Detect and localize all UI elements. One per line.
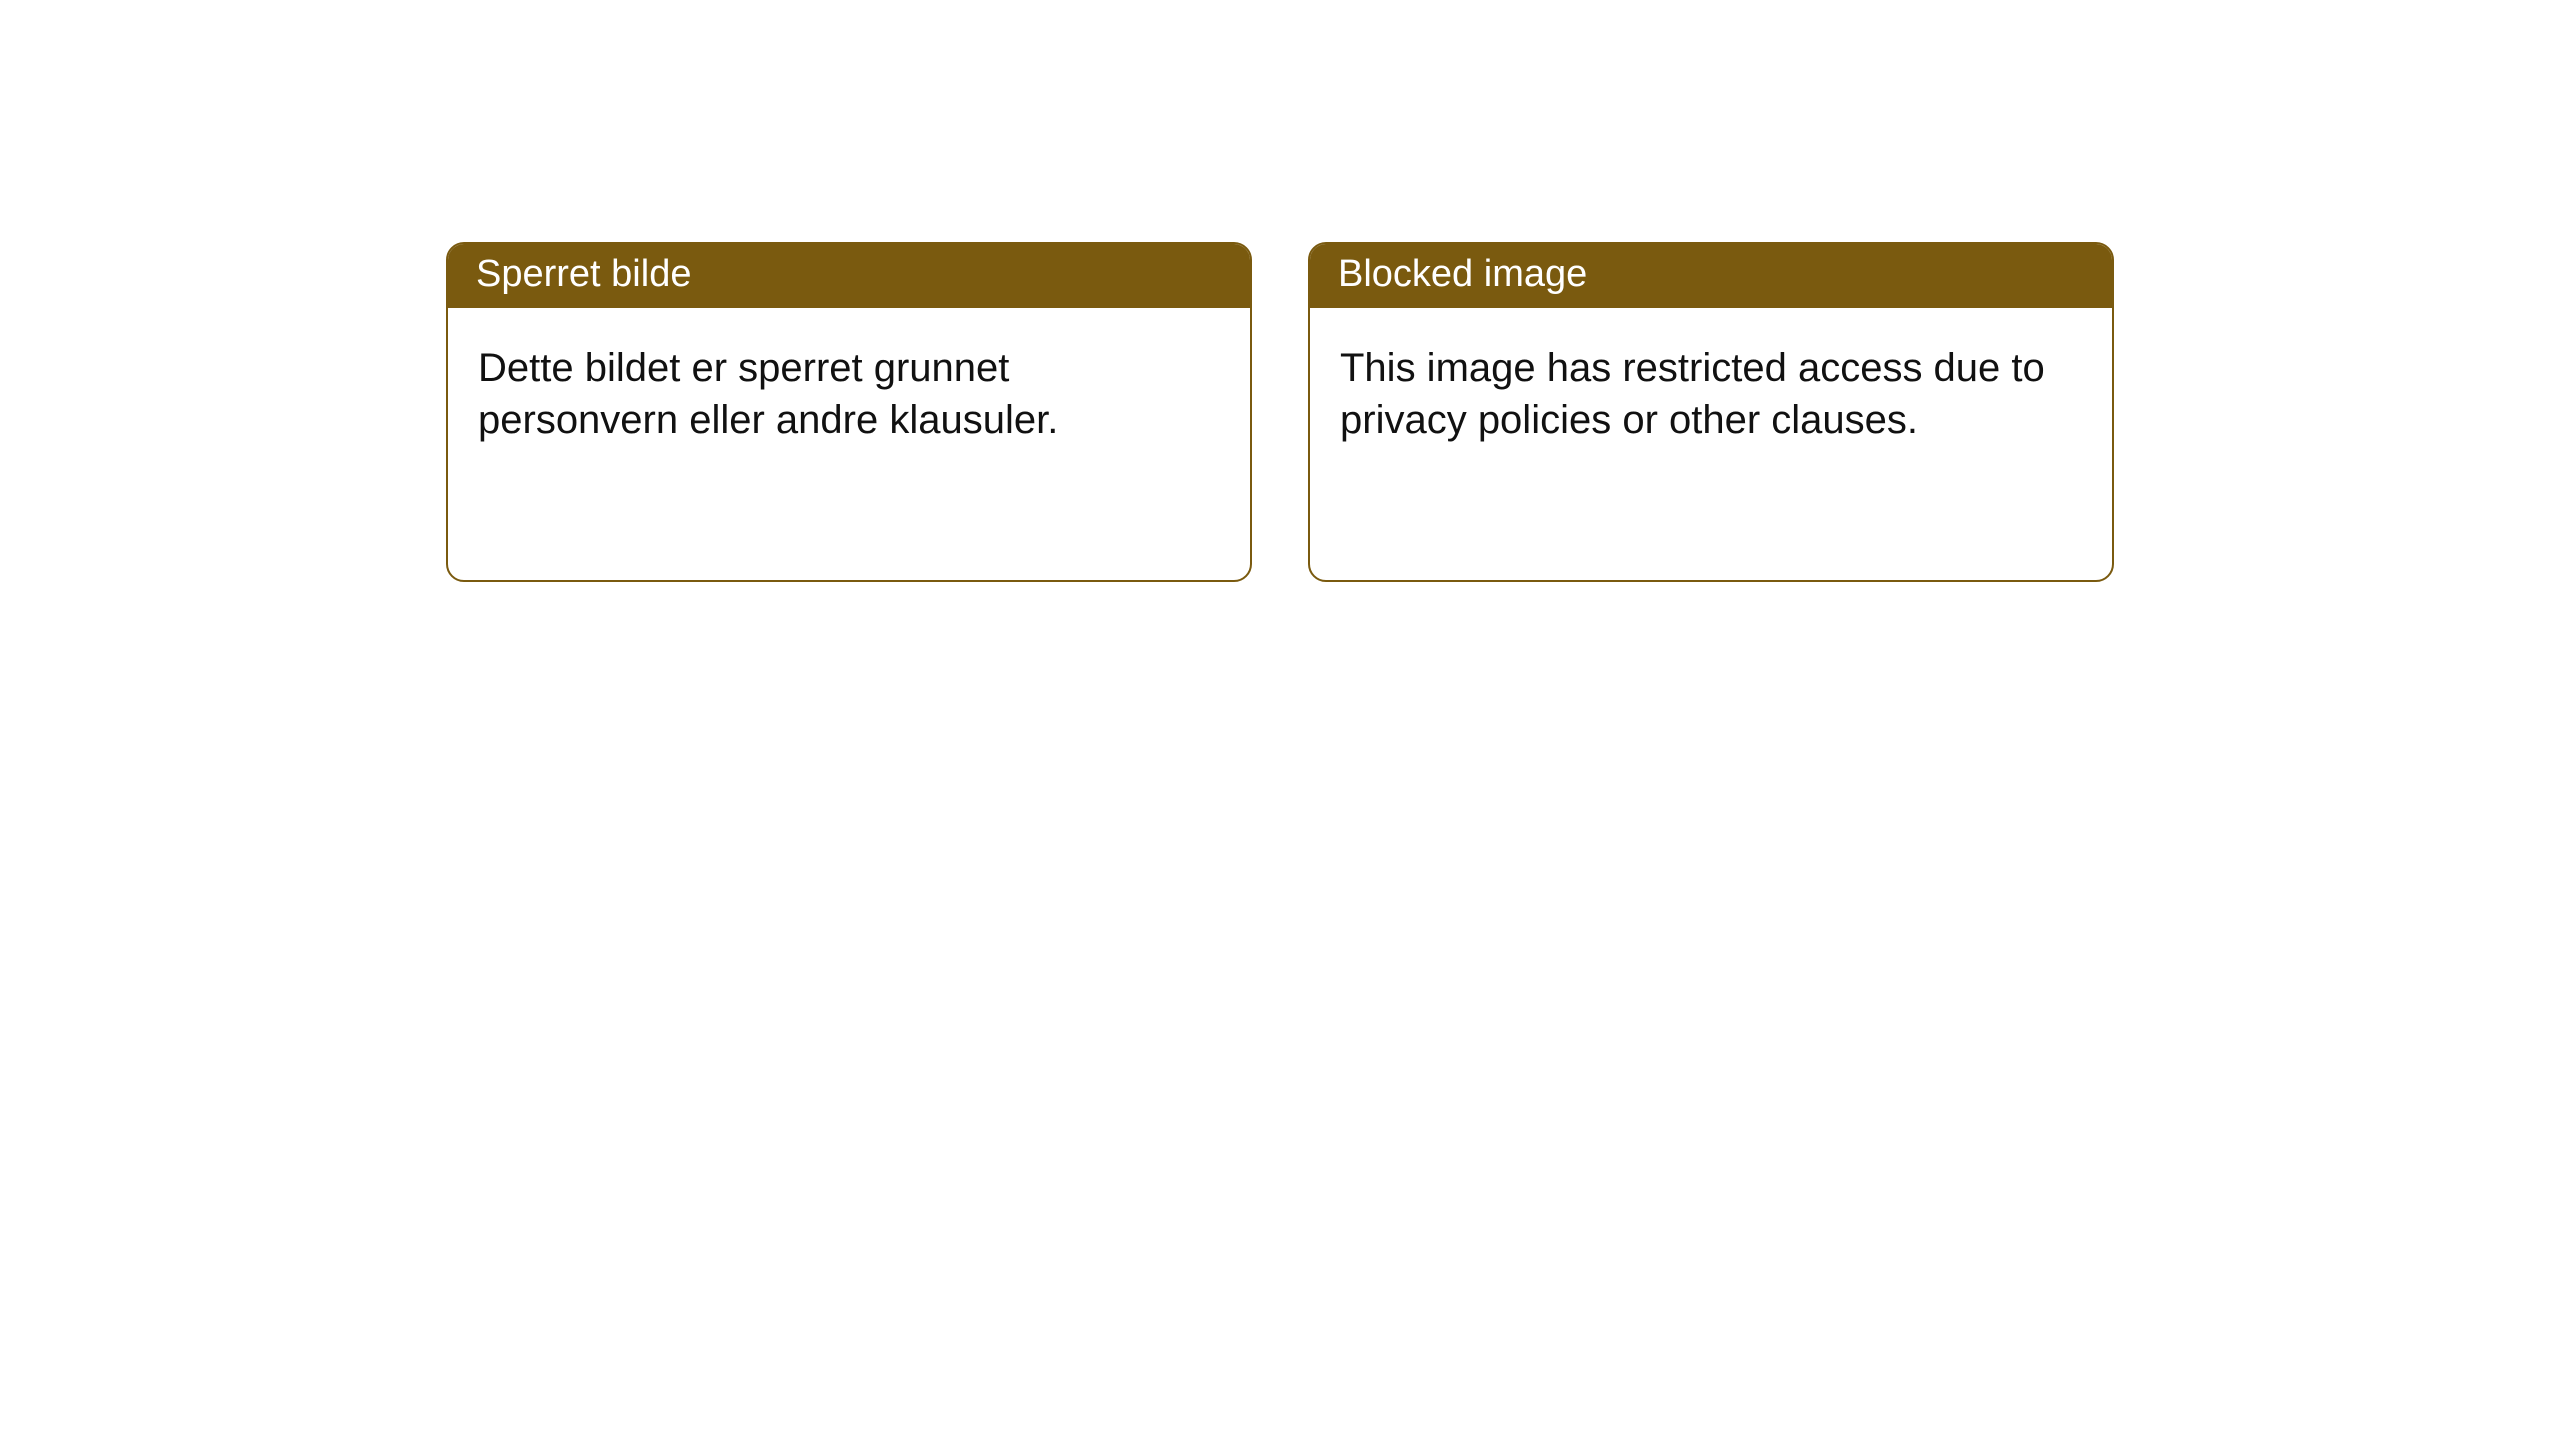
notice-container: Sperret bilde Dette bildet er sperret gr…	[0, 0, 2560, 582]
card-body-no: Dette bildet er sperret grunnet personve…	[448, 308, 1250, 466]
blocked-image-card-no: Sperret bilde Dette bildet er sperret gr…	[446, 242, 1252, 582]
card-body-en: This image has restricted access due to …	[1310, 308, 2112, 466]
card-title-no: Sperret bilde	[448, 244, 1250, 308]
card-title-en: Blocked image	[1310, 244, 2112, 308]
blocked-image-card-en: Blocked image This image has restricted …	[1308, 242, 2114, 582]
